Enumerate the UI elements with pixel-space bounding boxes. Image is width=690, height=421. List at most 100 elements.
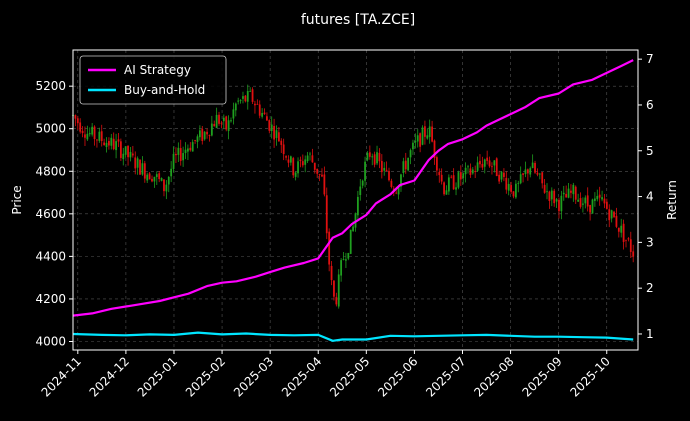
candle-body <box>115 141 117 151</box>
candle-body <box>143 163 146 179</box>
candle-body <box>409 150 412 158</box>
candle-body <box>330 265 333 281</box>
candle-body <box>266 116 268 121</box>
candle-body <box>538 173 541 175</box>
candle-body <box>122 153 125 160</box>
candle-body <box>237 100 240 102</box>
candle-body <box>297 161 299 174</box>
candle-body <box>136 158 139 168</box>
candle-body <box>356 196 359 216</box>
candle-body <box>400 174 402 187</box>
legend-box <box>79 55 227 105</box>
candle-body <box>555 199 558 202</box>
candle-body <box>529 168 532 175</box>
candle-body <box>455 187 457 190</box>
candle-body <box>395 192 398 194</box>
candle-body <box>254 103 256 106</box>
candle-body <box>620 225 623 233</box>
candle-body <box>577 199 580 202</box>
candle-body <box>488 160 491 167</box>
candle-body <box>433 140 436 158</box>
candle-body <box>306 155 309 162</box>
candle-body <box>261 112 264 117</box>
candle-body <box>548 191 551 202</box>
legend-label-ai-strategy: AI Strategy <box>124 63 191 77</box>
candle-body <box>479 160 481 165</box>
candle-body <box>98 131 101 141</box>
candle-body <box>76 118 79 124</box>
candle-body <box>435 157 438 171</box>
buy-and-hold-line <box>72 331 634 342</box>
candle-body <box>431 126 433 142</box>
candle-body <box>170 168 173 177</box>
candle-body <box>467 166 469 168</box>
candle-body <box>325 195 328 234</box>
candle-body <box>474 171 477 173</box>
candle-body <box>189 147 192 151</box>
chart-title: futures [TA.ZCE] <box>301 12 415 28</box>
y-right-tick-label: 6 <box>646 98 654 112</box>
candle-body <box>129 151 132 158</box>
candle-body <box>459 172 462 180</box>
candle-body <box>462 173 465 179</box>
candle-body <box>232 109 235 119</box>
candle-body <box>412 142 414 150</box>
legend: AI Strategy Buy-and-Hold <box>79 55 227 105</box>
candle-body <box>131 153 134 156</box>
candle-body <box>96 139 98 141</box>
candle-body <box>574 186 577 200</box>
y-right-tick-label: 1 <box>646 327 654 341</box>
candle-body <box>345 259 347 261</box>
candle-body <box>584 197 587 204</box>
candle-body <box>440 174 443 182</box>
candle-body <box>622 223 625 242</box>
y-left-tick-label: 4000 <box>35 334 66 348</box>
candle-body <box>155 174 158 178</box>
candle-body <box>534 162 536 173</box>
candle-body <box>222 117 225 122</box>
candle-body <box>376 152 378 164</box>
candle-body <box>321 174 323 177</box>
candle-body <box>309 153 311 155</box>
candle-body <box>388 170 390 181</box>
candle-body <box>524 169 527 175</box>
candle-body <box>258 104 261 116</box>
candle-body <box>404 160 407 170</box>
candle-body <box>543 184 546 193</box>
candle-body <box>373 154 376 165</box>
candle-body <box>88 133 91 135</box>
candle-body <box>318 173 321 175</box>
candle-body <box>471 169 474 174</box>
candle-body <box>380 160 383 173</box>
y-right-tick-label: 2 <box>646 281 654 295</box>
candle-body <box>625 239 627 241</box>
candle-body <box>397 186 400 195</box>
candle-body <box>304 159 307 165</box>
candle-body <box>407 157 410 171</box>
candle-body <box>230 120 232 122</box>
candle-body <box>526 169 529 174</box>
candle-body <box>153 176 156 182</box>
candle-body <box>79 122 82 132</box>
candle-body <box>512 191 515 197</box>
candle-body <box>210 123 213 136</box>
candle-body <box>632 251 635 257</box>
candle-body <box>277 132 280 142</box>
candle-body <box>84 134 86 138</box>
candle-body <box>177 147 180 155</box>
y-left-tick-label: 4400 <box>35 249 66 263</box>
candle-body <box>491 166 493 168</box>
candle-body <box>105 142 108 147</box>
candle-body <box>220 122 223 124</box>
candle-body <box>184 149 187 154</box>
candle-body <box>570 190 572 193</box>
y-axis-right: 1 2 3 4 5 6 7 <box>638 52 654 341</box>
candle-body <box>213 123 216 127</box>
candle-body <box>333 280 335 297</box>
candle-body <box>469 168 472 175</box>
candle-body <box>294 172 297 177</box>
candle-body <box>165 184 168 192</box>
candle-body <box>167 176 170 185</box>
candle-body <box>390 180 393 187</box>
y-right-tick-label: 3 <box>646 235 654 249</box>
